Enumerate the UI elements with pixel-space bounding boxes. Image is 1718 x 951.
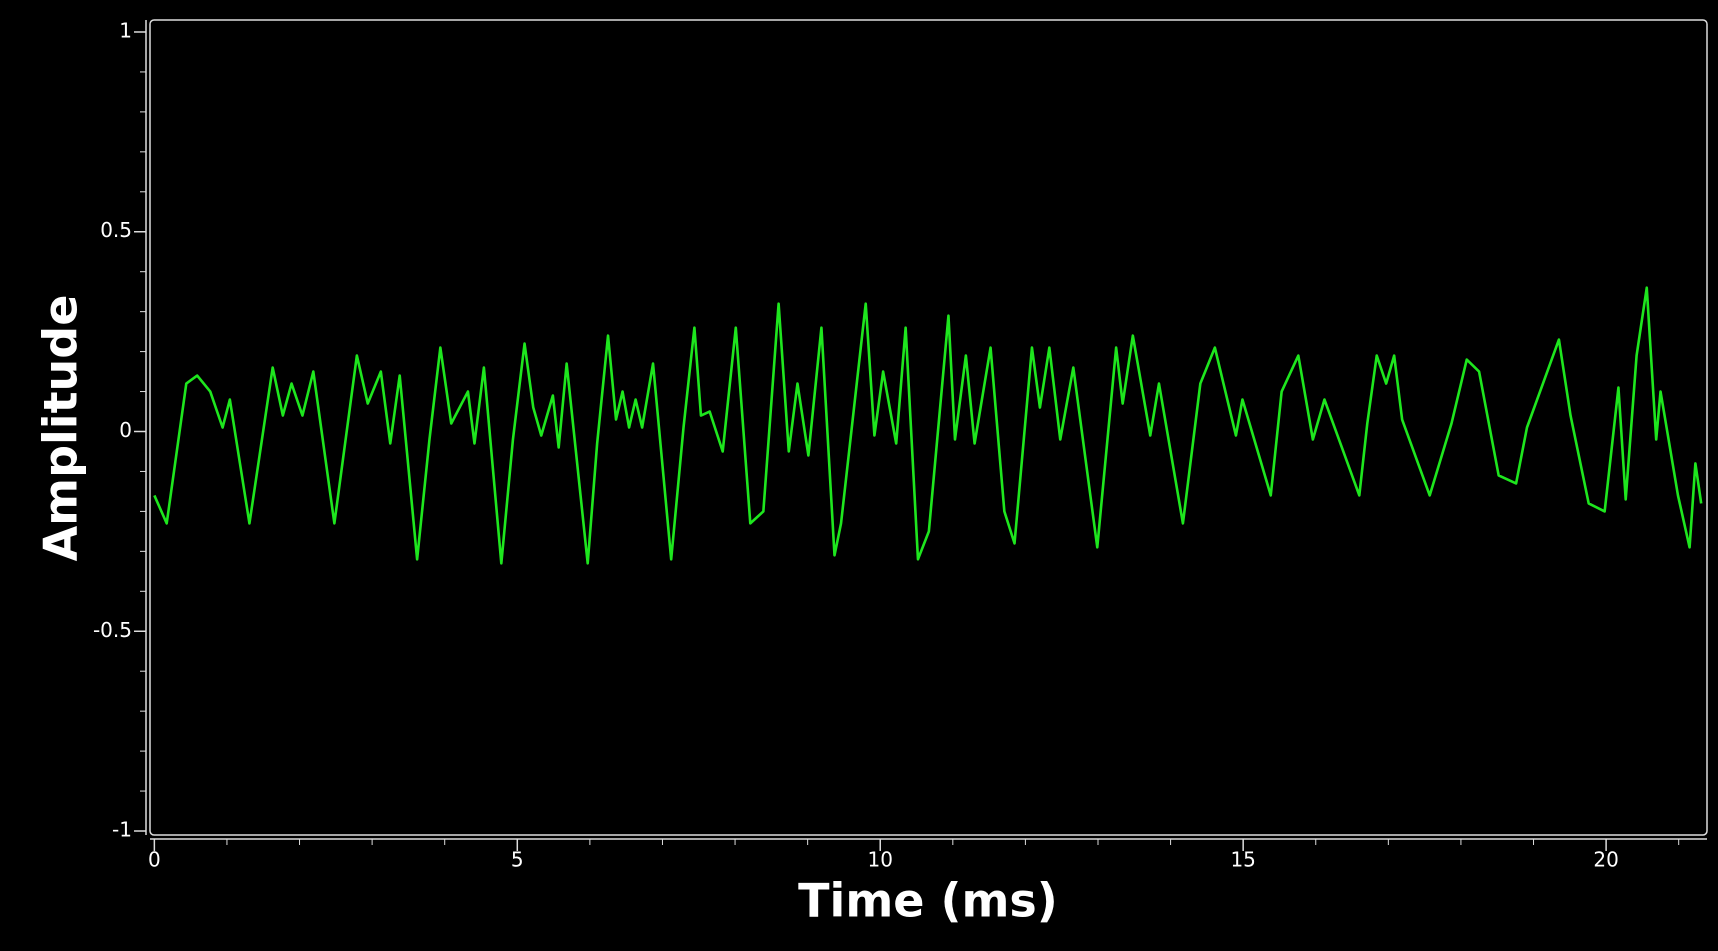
y-tick-label: -0.5 xyxy=(93,618,132,642)
x-tick-label: 0 xyxy=(148,848,161,872)
y-tick-label: 0.5 xyxy=(100,218,132,242)
x-tick-label: 20 xyxy=(1593,848,1618,872)
waveform-line xyxy=(153,286,1703,565)
y-tick-label: 1 xyxy=(119,18,132,42)
y-axis-title: Amplitude xyxy=(34,295,88,562)
x-tick-label: 5 xyxy=(511,848,524,872)
y-tick-label: -1 xyxy=(112,818,132,842)
x-axis-title: Time (ms) xyxy=(798,874,1058,928)
plot-area xyxy=(149,19,1708,836)
y-tick-label: 0 xyxy=(119,418,132,442)
x-tick-label: 10 xyxy=(868,848,893,872)
x-tick-label: 15 xyxy=(1230,848,1255,872)
